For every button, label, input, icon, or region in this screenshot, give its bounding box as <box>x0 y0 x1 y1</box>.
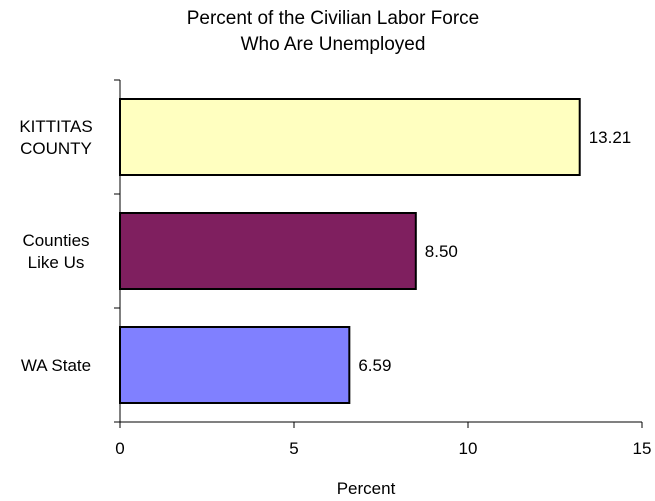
bar <box>119 212 417 290</box>
category-label: COUNTY <box>20 139 92 158</box>
axes: 0 5 10 15 <box>114 79 652 458</box>
x-tick-label: 0 <box>115 439 124 458</box>
category-label: WA State <box>21 356 91 375</box>
chart-title-line: Percent of the Civilian Labor Force <box>187 8 480 29</box>
category-labels: KITTITAS COUNTY Counties Like Us WA State <box>19 117 92 375</box>
data-label: 13.21 <box>589 128 632 147</box>
bar <box>119 326 351 404</box>
category-label: Like Us <box>28 253 85 272</box>
bars: 13.21 8.50 6.59 <box>119 98 632 404</box>
x-axis-title: Percent <box>337 479 396 498</box>
data-label: 6.59 <box>358 356 391 375</box>
x-tick-label: 15 <box>633 439 652 458</box>
category-label: Counties <box>22 231 89 250</box>
chart-title: Percent of the Civilian Labor Force Who A… <box>187 8 480 55</box>
category-label: KITTITAS <box>19 117 92 136</box>
x-tick-label: 5 <box>289 439 298 458</box>
x-tick-label: 10 <box>459 439 478 458</box>
chart-title-line: Who Are Unemployed <box>241 34 426 55</box>
data-label: 8.50 <box>425 242 458 261</box>
bar <box>119 98 581 176</box>
